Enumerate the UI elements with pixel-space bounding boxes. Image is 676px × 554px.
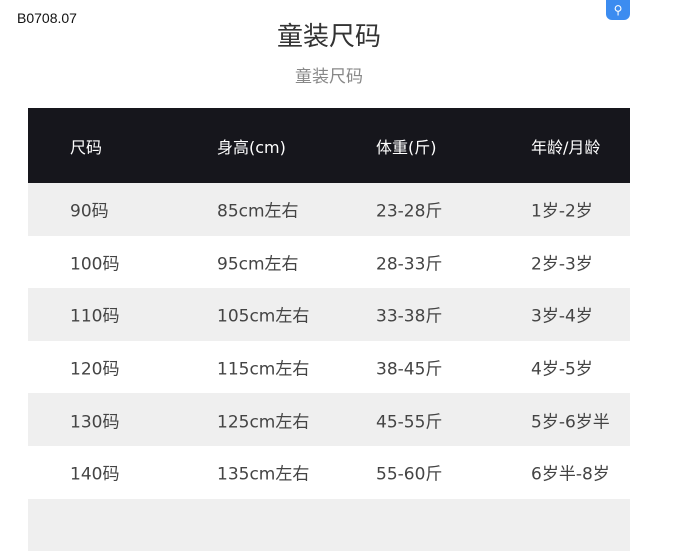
page-title: 童装尺码 bbox=[276, 22, 381, 52]
table-row: 110码 105cm左右 33-38斤 3岁-4岁 bbox=[28, 288, 630, 341]
cell-height: 95cm左右 bbox=[217, 254, 299, 275]
table-row: 100码 95cm左右 28-33斤 2岁-3岁 bbox=[28, 236, 630, 289]
cell-height: 85cm左右 bbox=[217, 201, 299, 222]
header-weight: 体重(斤) bbox=[376, 137, 437, 157]
cell-size: 110码 bbox=[70, 306, 120, 327]
size-table: 尺码 身高(cm) 体重(斤) 年龄/月龄 90码 85cm左右 23-28斤 1岁-… bbox=[28, 108, 630, 552]
scan-search-icon[interactable]: ⚲ bbox=[606, 0, 630, 20]
cell-size: 130码 bbox=[70, 412, 120, 433]
cell-age: 4岁-5岁 bbox=[531, 359, 593, 380]
header-height: 身高(cm) bbox=[217, 137, 286, 157]
cell-weight: 23-28斤 bbox=[376, 201, 443, 222]
cell-height: 115cm左右 bbox=[217, 359, 310, 380]
cell-size: 90码 bbox=[70, 201, 109, 222]
cell-height: 135cm左右 bbox=[217, 464, 310, 485]
cell-age: 5岁-6岁半 bbox=[531, 412, 610, 433]
cell-height: 125cm左右 bbox=[217, 412, 310, 433]
table-row: 140码 135cm左右 55-60斤 6岁半-8岁 bbox=[28, 446, 630, 499]
table-row: 90码 85cm左右 23-28斤 1岁-2岁 bbox=[28, 183, 630, 236]
cell-weight: 45-55斤 bbox=[376, 412, 443, 433]
cell-age: 6岁半-8岁 bbox=[531, 464, 610, 485]
cell-weight: 38-45斤 bbox=[376, 359, 443, 380]
header-size: 尺码 bbox=[70, 137, 103, 157]
cell-age: 2岁-3岁 bbox=[531, 254, 593, 275]
cell-size: 120码 bbox=[70, 359, 120, 380]
cell-weight: 28-33斤 bbox=[376, 254, 443, 275]
cell-weight: 33-38斤 bbox=[376, 306, 443, 327]
table-row: 120码 115cm左右 38-45斤 4岁-5岁 bbox=[28, 341, 630, 394]
table-header: 尺码 身高(cm) 体重(斤) 年龄/月龄 bbox=[28, 108, 630, 183]
cell-size: 140码 bbox=[70, 464, 120, 485]
product-code: B0708.07 bbox=[17, 10, 77, 26]
cell-size: 100码 bbox=[70, 254, 120, 275]
table-row: 130码 125cm左右 45-55斤 5岁-6岁半 bbox=[28, 393, 630, 446]
cell-age: 3岁-4岁 bbox=[531, 306, 593, 327]
cell-weight: 55-60斤 bbox=[376, 464, 443, 485]
header-age: 年龄/月龄 bbox=[531, 137, 601, 157]
cell-height: 105cm左右 bbox=[217, 306, 310, 327]
page-subtitle: 童装尺码 bbox=[295, 67, 363, 87]
table-row-empty bbox=[28, 498, 630, 552]
cell-age: 1岁-2岁 bbox=[531, 201, 593, 222]
